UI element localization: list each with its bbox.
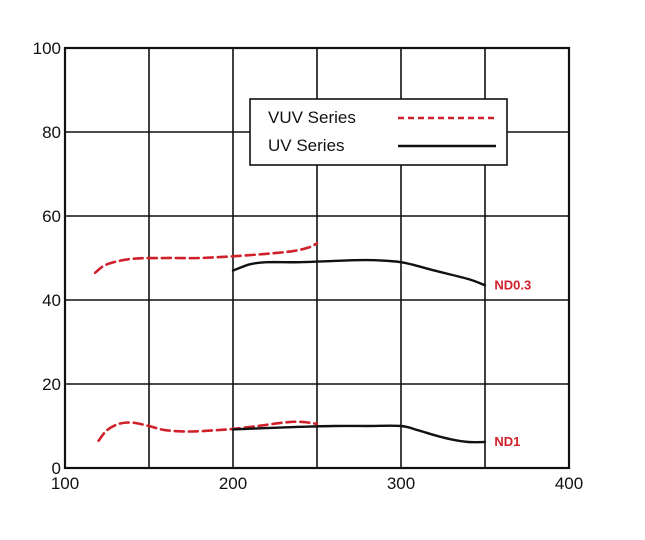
x-tick-label: 200 <box>219 474 247 493</box>
y-tick-label: 0 <box>52 459 61 478</box>
legend-box <box>249 98 508 166</box>
series-line-vuv-nd1 <box>97 420 319 442</box>
plot-frame <box>63 46 571 470</box>
series-line-uv-nd03 <box>231 258 487 287</box>
legend: VUV Series UV Series <box>249 98 508 166</box>
legend-label: UV Series <box>268 136 345 155</box>
series-group <box>93 242 487 444</box>
annotation-label: ND0.3 <box>494 277 531 292</box>
y-tick-label: 80 <box>42 123 61 142</box>
x-tick-label: 100 <box>51 474 79 493</box>
x-tick-label: 400 <box>555 474 583 493</box>
series-line-vuv-nd03 <box>93 242 319 274</box>
legend-label: VUV Series <box>268 108 356 127</box>
annotation-label: ND1 <box>494 434 520 449</box>
y-tick-label: 100 <box>33 39 61 58</box>
annotations: ND0.3 ND1 <box>494 277 531 449</box>
y-tick-label: 40 <box>42 291 61 310</box>
x-tick-label: 300 <box>387 474 415 493</box>
y-tick-label: 20 <box>42 375 61 394</box>
series-line-uv-nd1 <box>231 424 487 444</box>
tick-labels: 0 20 40 60 80 100 100 200 300 400 <box>33 39 584 493</box>
y-tick-label: 60 <box>42 207 61 226</box>
